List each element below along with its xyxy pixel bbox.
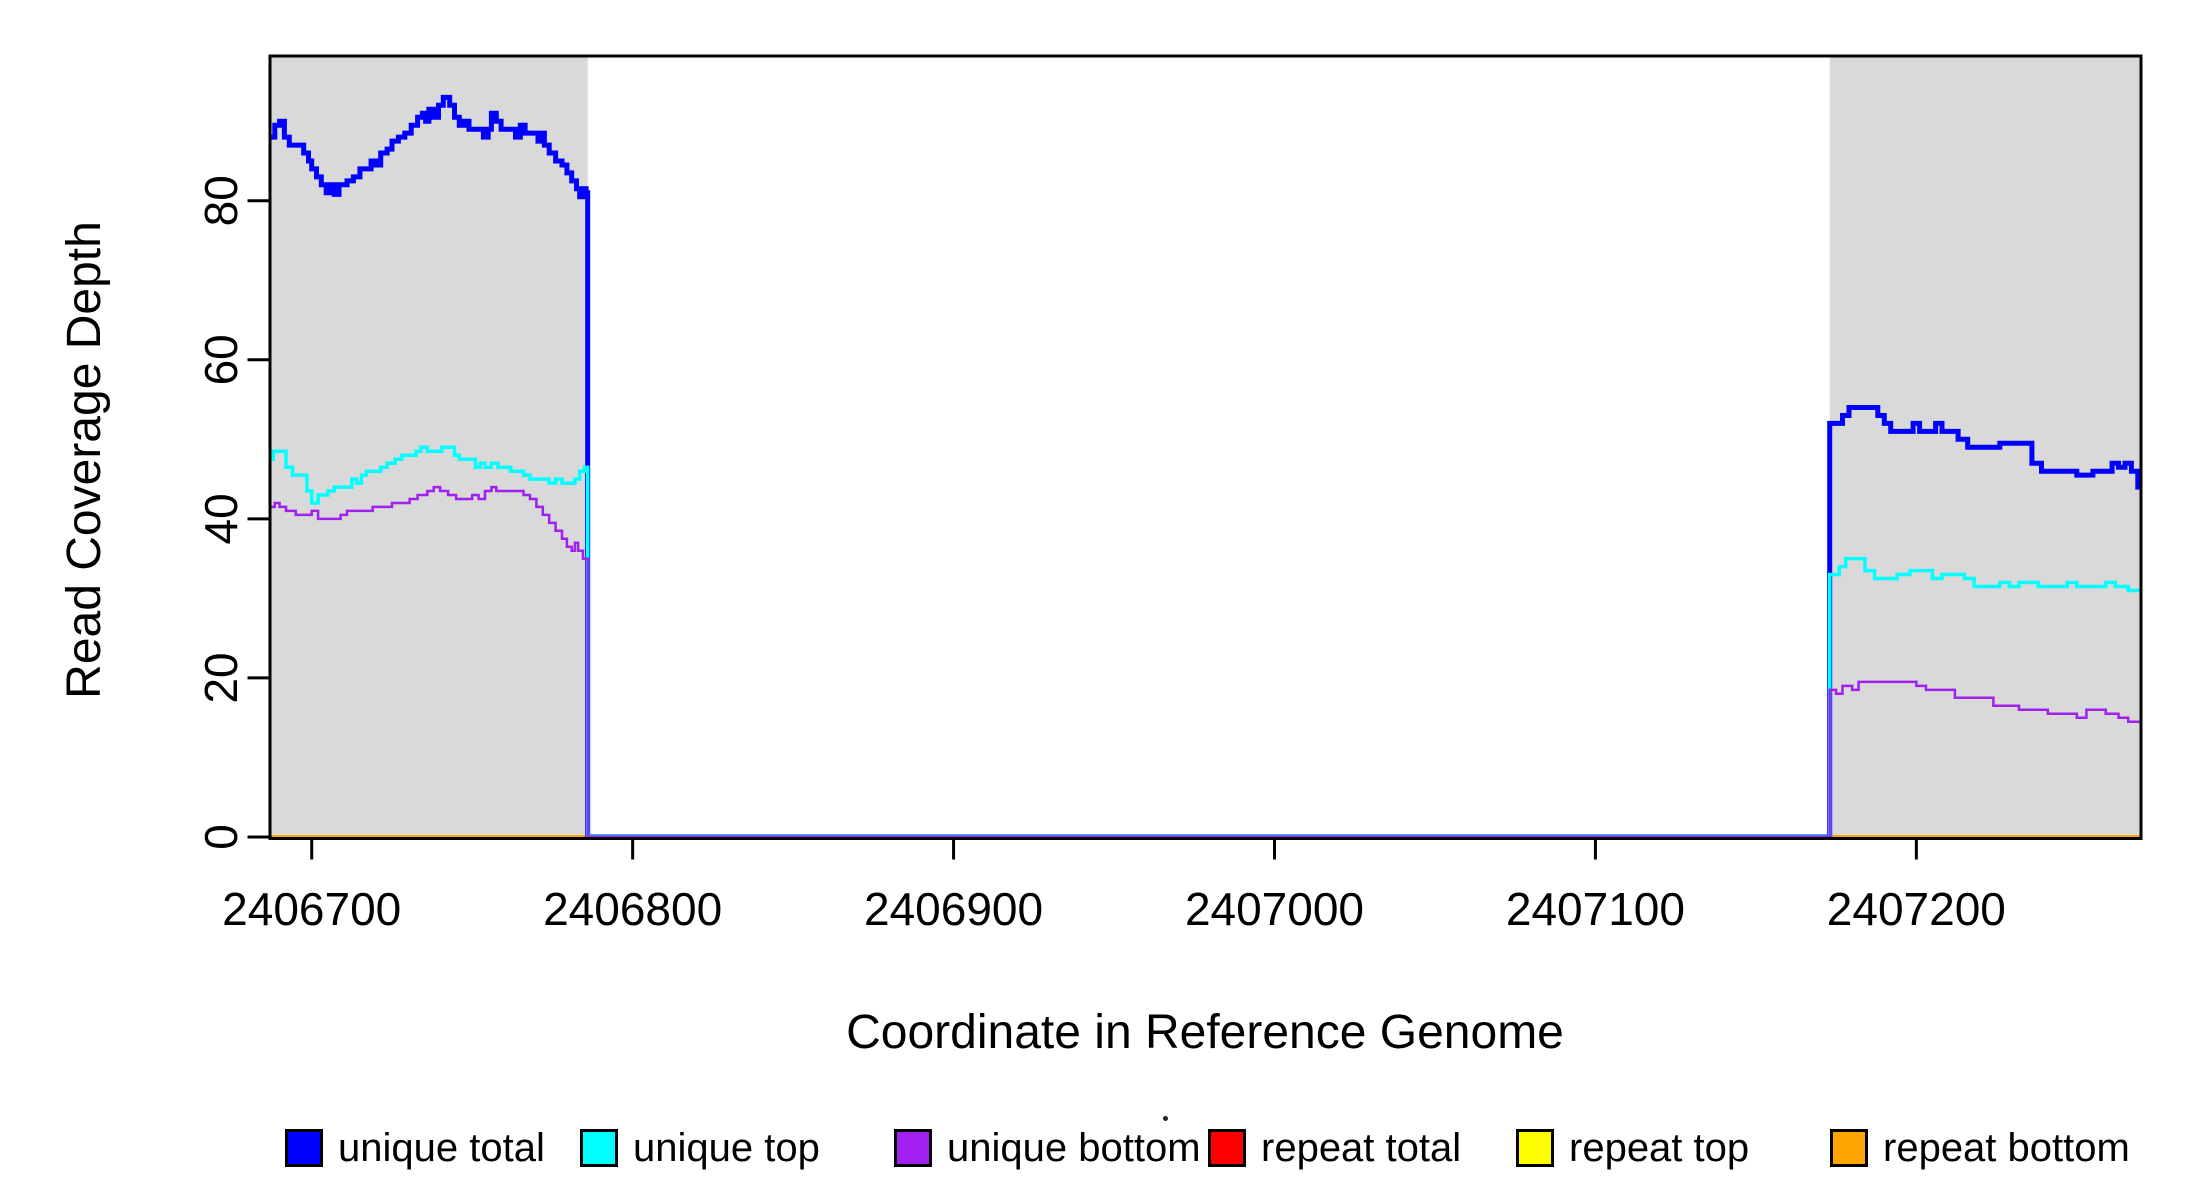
legend-entry-repeat-bottom: repeat bottom: [1830, 1125, 2130, 1170]
stray-mark-artifact: [1163, 1116, 1168, 1121]
series-unique-bottom: [270, 485, 2141, 839]
series-unique-top: [270, 445, 2141, 839]
x-tick-label: 2407100: [1506, 883, 1685, 935]
legend-entry-unique-bottom: unique bottom: [894, 1125, 1201, 1170]
y-axis-ticks: 0 20 40 60 80: [195, 175, 269, 850]
legend-label: unique total: [338, 1125, 545, 1170]
repeat-total-swatch-icon: [1208, 1129, 1246, 1167]
x-tick-label: 2406700: [222, 883, 401, 935]
repeat-bottom-swatch-icon: [1830, 1129, 1868, 1167]
x-tick-label: 2406900: [864, 883, 1043, 935]
unique-bottom-swatch-icon: [894, 1129, 932, 1167]
x-tick-label: 2407000: [1185, 883, 1364, 935]
legend-label: repeat top: [1569, 1125, 1750, 1170]
unique-total-swatch-icon: [285, 1129, 323, 1167]
x-tick-label: 2407200: [1827, 883, 2006, 935]
plot-frame: [268, 54, 2143, 840]
x-axis-title: Coordinate in Reference Genome: [846, 1006, 1564, 1059]
y-tick-label: 0: [195, 824, 247, 850]
legend-entry-unique-total: unique total: [285, 1125, 545, 1170]
highlight-regions: [270, 56, 2141, 839]
legend-label: repeat bottom: [1883, 1125, 2130, 1170]
x-tick-label: 2406800: [543, 883, 722, 935]
y-tick-label: 20: [195, 652, 247, 703]
y-tick-label: 80: [195, 175, 247, 226]
legend-label: repeat total: [1261, 1125, 1462, 1170]
series-unique-total: [270, 94, 2141, 840]
y-tick-label: 40: [195, 493, 247, 544]
y-axis-title: Read Coverage Depth: [58, 221, 111, 699]
y-tick-label: 60: [195, 334, 247, 385]
legend-entry-repeat-top: repeat top: [1516, 1125, 1750, 1170]
legend-entry-repeat-total: repeat total: [1208, 1125, 1462, 1170]
legend-label: unique top: [633, 1125, 820, 1170]
unique-top-swatch-icon: [580, 1129, 618, 1167]
legend-label: unique bottom: [947, 1125, 1201, 1170]
x-axis-ticks: 2406700 2406800 2406900 2407000 2407100 24072…: [222, 838, 2006, 935]
legend: unique total unique top unique bottom re…: [0, 1125, 2200, 1172]
legend-entry-unique-top: unique top: [580, 1125, 820, 1170]
repeat-top-swatch-icon: [1516, 1129, 1554, 1167]
